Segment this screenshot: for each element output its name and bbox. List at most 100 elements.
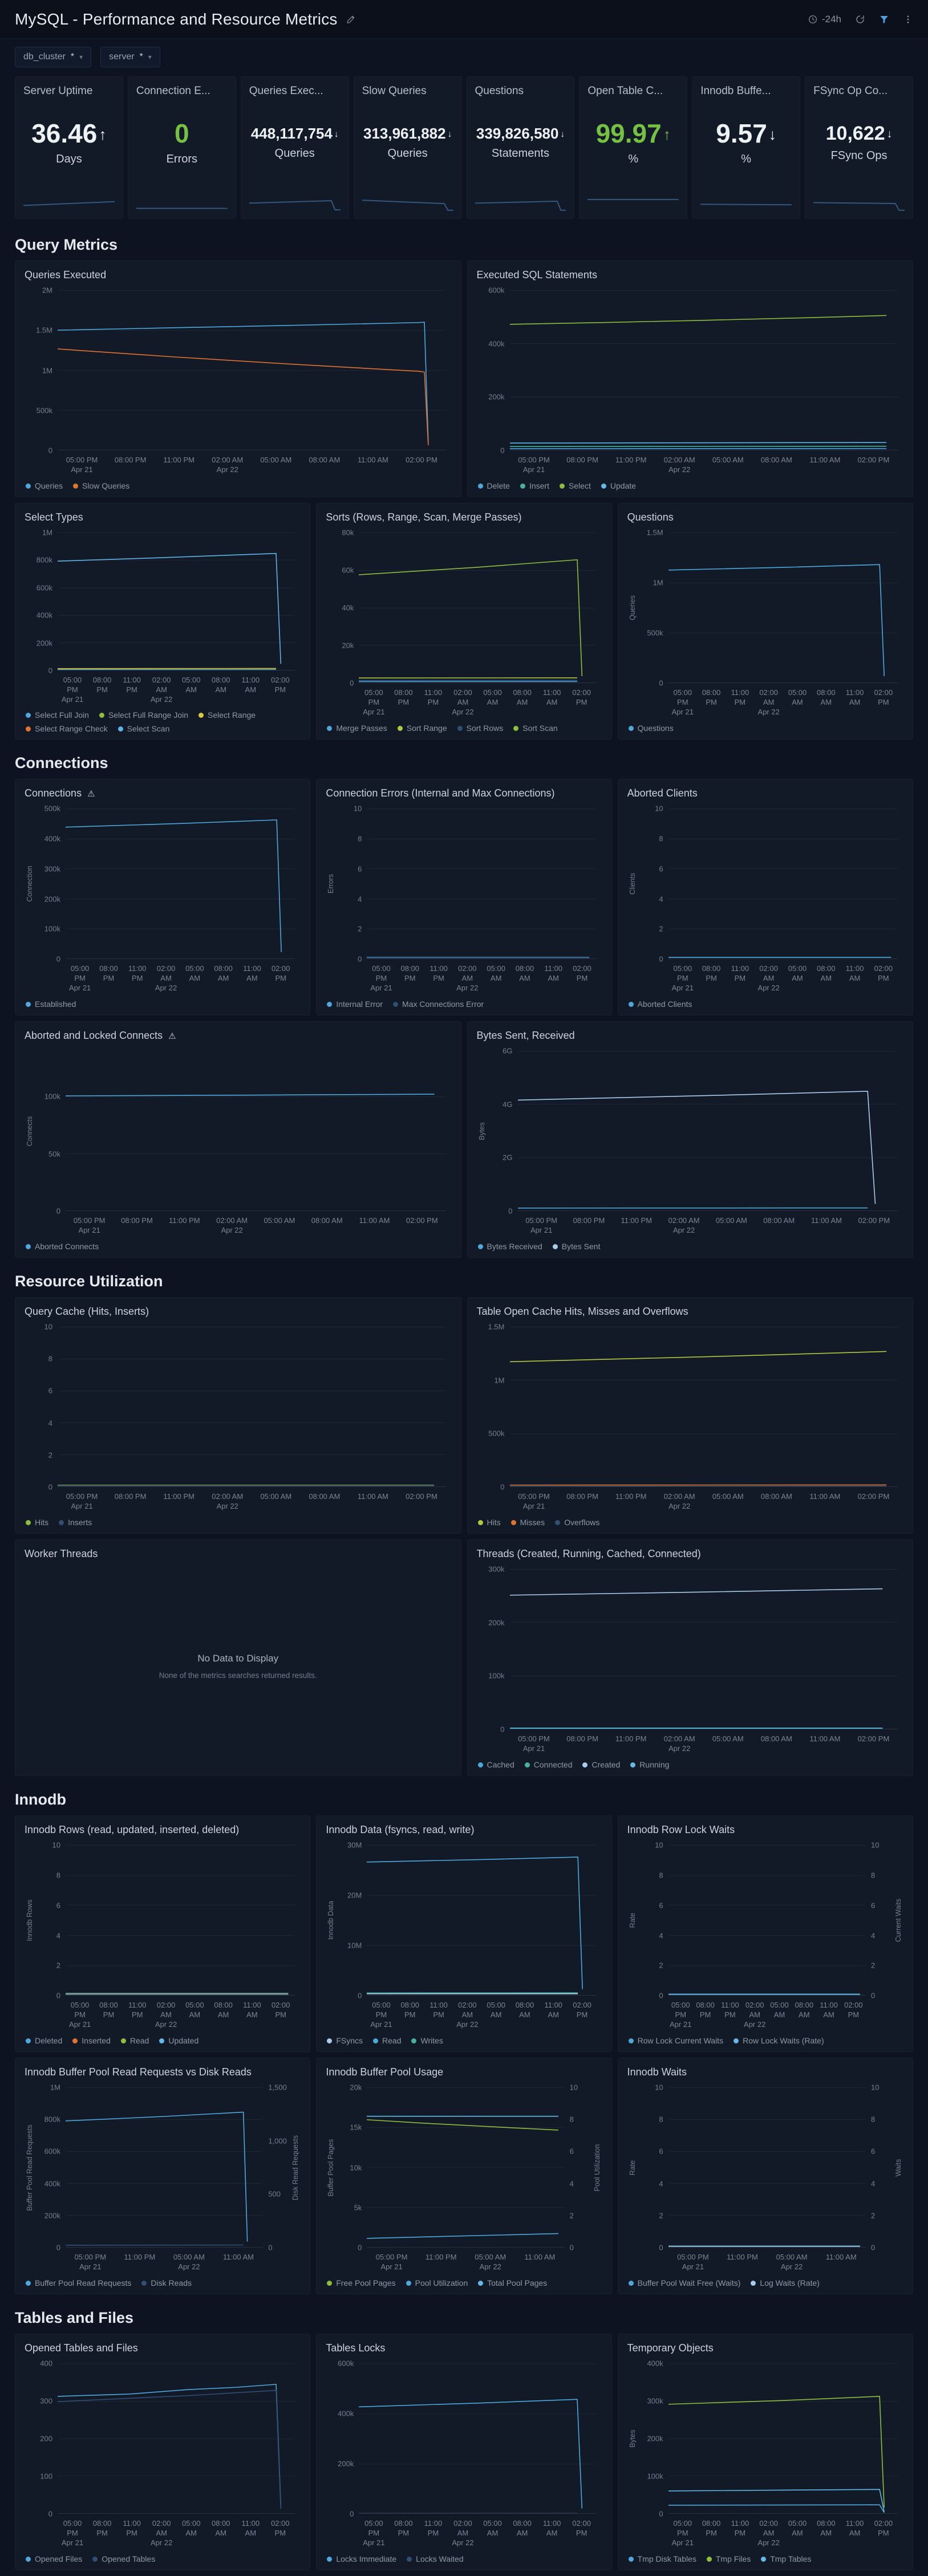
legend-item-delete[interactable]: Delete: [478, 481, 510, 490]
panel-innodb-buffer-pool-read-requests-vs-disk-reads: Innodb Buffer Pool Read Requests vs Disk…: [15, 2058, 310, 2294]
chart-plot[interactable]: [518, 1051, 898, 1211]
refresh-button[interactable]: [855, 14, 865, 25]
filter-db-cluster[interactable]: db_cluster*▾: [15, 47, 91, 67]
chart-plot[interactable]: [359, 2363, 596, 2514]
chart-plot[interactable]: [367, 1845, 596, 1996]
y-tick-label: 0: [659, 2244, 663, 2252]
chart-plot[interactable]: [668, 808, 898, 959]
edit-icon[interactable]: [346, 14, 356, 25]
kebab-menu-button[interactable]: [903, 14, 913, 25]
legend-item-free-pool-pages[interactable]: Free Pool Pages: [327, 2278, 395, 2287]
chart-plot[interactable]: [66, 808, 295, 959]
chart-plot[interactable]: [668, 533, 898, 683]
legend-item-row-lock-current-waits[interactable]: Row Lock Current Waits: [629, 2036, 723, 2045]
filter-button[interactable]: [879, 14, 889, 25]
legend-item-sort-rows[interactable]: Sort Rows: [457, 724, 504, 733]
chart-plot[interactable]: [668, 2363, 898, 2514]
legend-item-cached[interactable]: Cached: [478, 1760, 514, 1769]
legend-item-established[interactable]: Established: [26, 999, 76, 1009]
chart-plot[interactable]: [367, 2087, 564, 2248]
legend-item-update[interactable]: Update: [601, 481, 636, 490]
legend-item-select-full-join[interactable]: Select Full Join: [26, 710, 89, 720]
legend-item-aborted-connects[interactable]: Aborted Connects: [26, 1242, 99, 1251]
legend-item-disk-reads[interactable]: Disk Reads: [141, 2278, 192, 2287]
series-free-pool-pages: [367, 2120, 558, 2130]
legend-item-inserts[interactable]: Inserts: [59, 1518, 92, 1527]
legend-item-writes[interactable]: Writes: [411, 2036, 443, 2045]
legend-item-misses[interactable]: Misses: [511, 1518, 545, 1527]
filter-server[interactable]: server*▾: [100, 47, 160, 67]
legend-item-select-range-check[interactable]: Select Range Check: [26, 724, 108, 733]
legend-item-sort-scan[interactable]: Sort Scan: [513, 724, 557, 733]
legend-item-created[interactable]: Created: [582, 1760, 620, 1769]
y-tick-label: 20k: [342, 641, 354, 650]
legend-item-fsyncs[interactable]: FSyncs: [327, 2036, 363, 2045]
legend-item-bytes-sent[interactable]: Bytes Sent: [553, 1242, 601, 1251]
legend-item-insert[interactable]: Insert: [520, 481, 549, 490]
legend-item-running[interactable]: Running: [630, 1760, 669, 1769]
legend-item-buffer-pool-wait-free-waits[interactable]: Buffer Pool Wait Free (Waits): [629, 2278, 741, 2287]
legend-item-hits[interactable]: Hits: [478, 1518, 501, 1527]
chart-plot[interactable]: [367, 808, 596, 959]
legend-item-overflows[interactable]: Overflows: [555, 1518, 599, 1527]
legend-item-hits[interactable]: Hits: [26, 1518, 48, 1527]
chart-plot[interactable]: [58, 2363, 295, 2514]
y-tick-label: 30M: [347, 1841, 362, 1850]
x-tick-label: 08:00 AM: [300, 1492, 348, 1512]
chart-plot[interactable]: [668, 2087, 866, 2248]
chart-plot[interactable]: [66, 1845, 295, 1996]
legend-item-total-pool-pages[interactable]: Total Pool Pages: [478, 2278, 547, 2287]
legend-item-deleted[interactable]: Deleted: [26, 2036, 62, 2045]
legend-item-aborted-clients[interactable]: Aborted Clients: [629, 999, 692, 1009]
legend-item-read[interactable]: Read: [373, 2036, 401, 2045]
chart-plot[interactable]: [510, 290, 898, 450]
legend-item-opened-files[interactable]: Opened Files: [26, 2554, 82, 2563]
legend-item-tmp-disk-tables[interactable]: Tmp Disk Tables: [629, 2554, 696, 2563]
legend-item-queries[interactable]: Queries: [26, 481, 63, 490]
legend-item-max-connections-error[interactable]: Max Connections Error: [393, 999, 484, 1009]
legend-item-row-lock-waits-rate[interactable]: Row Lock Waits (Rate): [734, 2036, 824, 2045]
legend-item-log-waits-rate[interactable]: Log Waits (Rate): [751, 2278, 820, 2287]
legend-item-tmp-files[interactable]: Tmp Files: [707, 2554, 751, 2563]
legend-item-updated[interactable]: Updated: [159, 2036, 198, 2045]
time-range-control[interactable]: -24h: [808, 14, 841, 25]
chart-plot[interactable]: [58, 1327, 446, 1487]
y-axis-label: Connection: [25, 808, 35, 959]
y-tick-label: 15k: [350, 2123, 362, 2132]
chart-plot[interactable]: [510, 1327, 898, 1487]
legend-item-sort-range[interactable]: Sort Range: [398, 724, 447, 733]
chart-plot[interactable]: [510, 1569, 898, 1729]
legend-item-slow-queries[interactable]: Slow Queries: [73, 481, 129, 490]
legend-item-locks-immediate[interactable]: Locks Immediate: [327, 2554, 396, 2563]
legend-item-pool-utilization[interactable]: Pool Utilization: [406, 2278, 468, 2287]
legend-item-inserted[interactable]: Inserted: [72, 2036, 111, 2045]
legend-item-bytes-received[interactable]: Bytes Received: [478, 1242, 542, 1251]
chart-plot[interactable]: [58, 290, 446, 450]
chart-plot[interactable]: [668, 1845, 866, 1996]
x-tick-label: 11:00 PM: [726, 2519, 754, 2548]
legend-item-questions[interactable]: Questions: [629, 724, 674, 733]
chart-plot[interactable]: [58, 533, 295, 671]
legend-item-buffer-pool-read-requests[interactable]: Buffer Pool Read Requests: [26, 2278, 131, 2287]
legend-item-tmp-tables[interactable]: Tmp Tables: [761, 2554, 811, 2563]
panel-title: Sorts (Rows, Range, Scan, Merge Passes): [326, 511, 521, 523]
x-tick-label: 05:00 AM: [767, 2001, 792, 2030]
legend-item-opened-tables[interactable]: Opened Tables: [92, 2554, 155, 2563]
legend-item-select[interactable]: Select: [560, 481, 591, 490]
legend-dot: [198, 713, 204, 718]
y-tick-label: 0: [56, 1992, 60, 2000]
legend-item-locks-waited[interactable]: Locks Waited: [407, 2554, 464, 2563]
legend-item-merge-passes[interactable]: Merge Passes: [327, 724, 387, 733]
legend-item-internal-error[interactable]: Internal Error: [327, 999, 383, 1009]
legend-item-select-full-range-join[interactable]: Select Full Range Join: [99, 710, 188, 720]
chart-plot[interactable]: [66, 2087, 263, 2248]
legend-item-read[interactable]: Read: [121, 2036, 149, 2045]
chart-plot[interactable]: [359, 533, 596, 683]
chart-plot[interactable]: [66, 1051, 446, 1211]
y-tick-label: 1,500: [268, 2083, 287, 2092]
legend-item-connected[interactable]: Connected: [525, 1760, 573, 1769]
legend-item-select-scan[interactable]: Select Scan: [118, 724, 170, 733]
legend-item-select-range[interactable]: Select Range: [198, 710, 256, 720]
